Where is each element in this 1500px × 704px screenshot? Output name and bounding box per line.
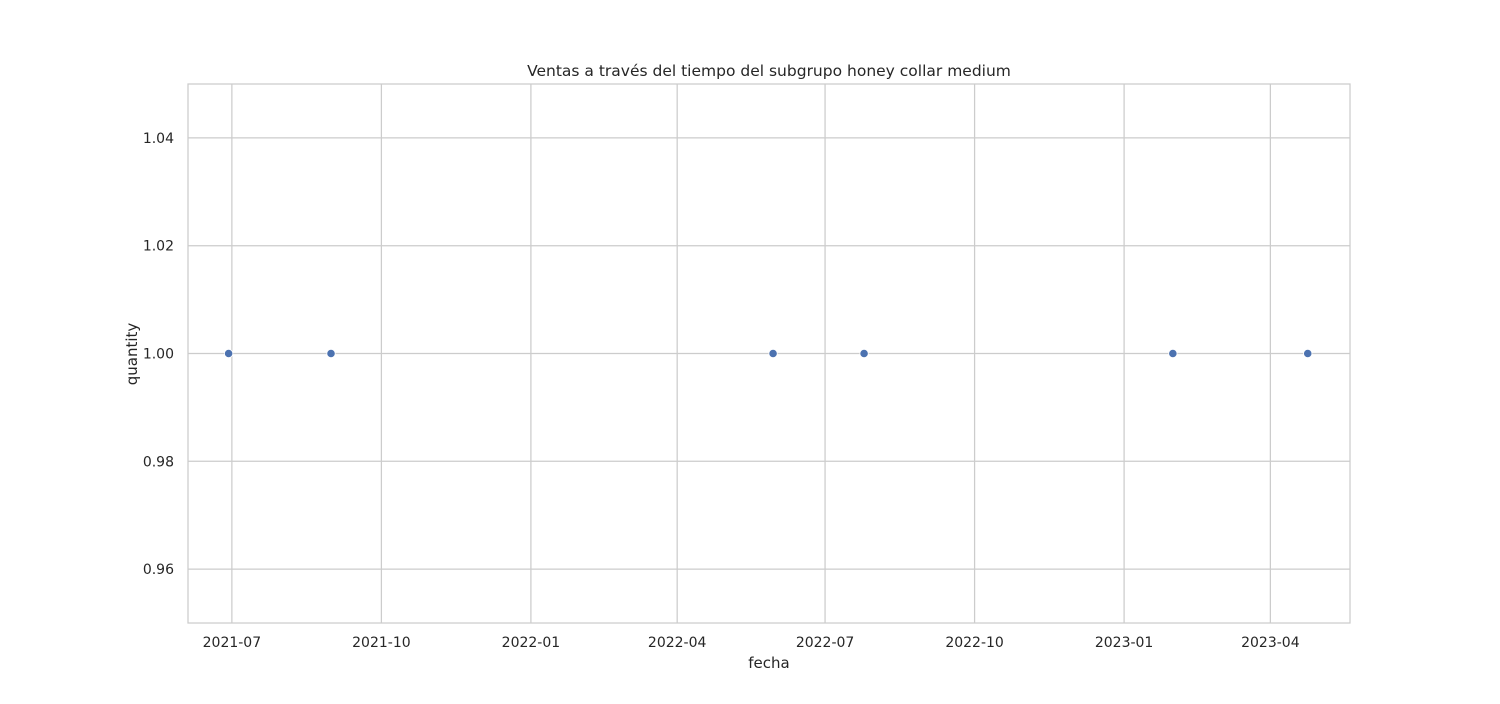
x-tick-label: 2021-07 (203, 635, 262, 651)
x-tick-label: 2023-04 (1241, 635, 1300, 651)
x-axis-label: fecha (748, 654, 789, 672)
scatter-point (768, 348, 778, 359)
data-points (224, 348, 1313, 359)
y-tick-label: 0.98 (143, 454, 174, 470)
y-tick-label: 1.00 (143, 347, 174, 363)
y-tick-label: 1.04 (143, 131, 174, 147)
x-tick-label: 2023-01 (1095, 635, 1154, 651)
y-axis-label: quantity (123, 323, 141, 386)
x-tick-labels: 2021-07 2021-10 2022-01 2022-04 2022-07 2022-… (203, 635, 1300, 651)
y-tick-label: 0.96 (143, 562, 174, 578)
scatter-point (326, 348, 336, 359)
scatter-point (224, 348, 234, 359)
x-tick-label: 2022-04 (648, 635, 707, 651)
x-tick-label: 2022-01 (502, 635, 561, 651)
y-tick-label: 1.02 (143, 239, 174, 255)
x-tick-label: 2022-07 (796, 635, 855, 651)
x-tick-label: 2022-10 (945, 635, 1004, 651)
y-tick-labels: 0.96 0.98 1.00 1.02 1.04 (143, 131, 174, 578)
scatter-point (1168, 348, 1178, 359)
plot-frame (187, 83, 1351, 624)
scatter-point (1303, 348, 1313, 359)
scatter-point (859, 348, 869, 359)
x-tick-label: 2021-10 (352, 635, 411, 651)
chart-title: Ventas a través del tiempo del subgrupo … (527, 62, 1011, 80)
